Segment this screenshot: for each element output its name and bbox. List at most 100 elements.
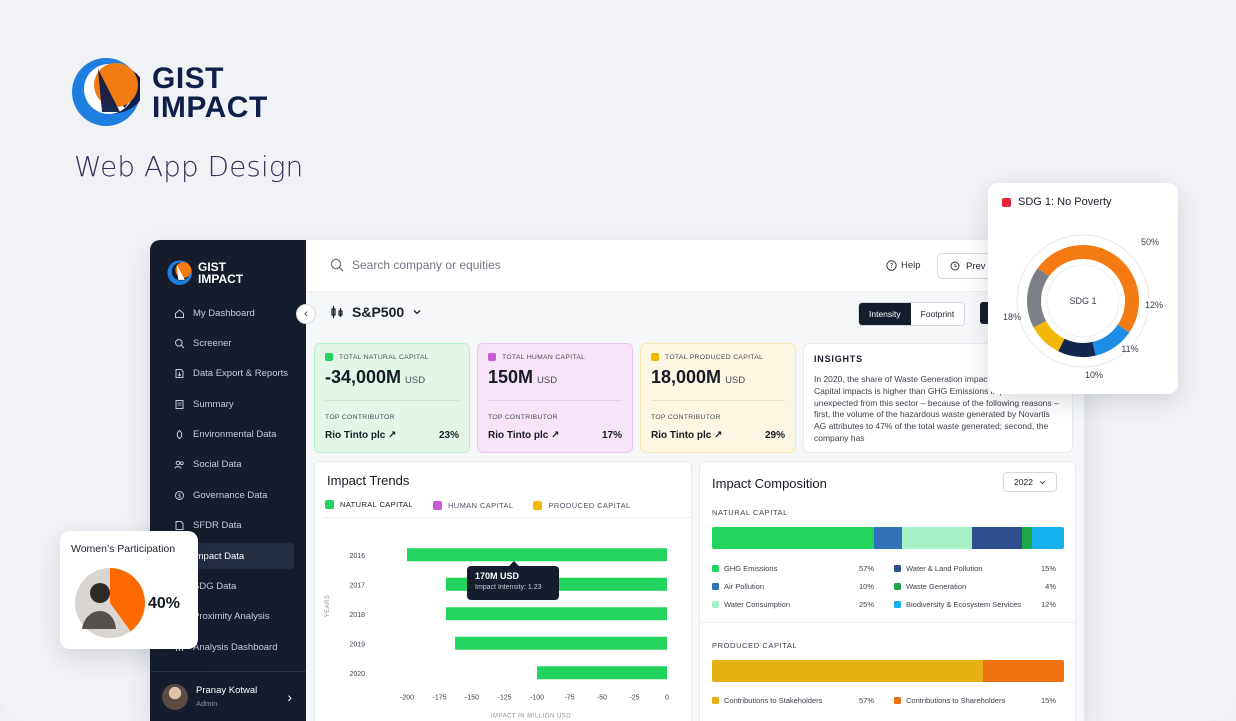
collapse-sidebar-button[interactable]: ‹ [296, 304, 316, 324]
legend-label: Contributions to Shareholders [906, 696, 1006, 705]
donut-slice[interactable] [1058, 338, 1096, 357]
sidebar-item-label: Analysis Dashboard [193, 641, 278, 653]
sidebar-item[interactable]: $ Governance Data [158, 482, 294, 508]
kpi-value-row: -34,000M USD [325, 367, 459, 388]
summary-icon [175, 399, 184, 409]
sidebar-item[interactable]: Screener [158, 330, 294, 356]
legend-swatch [894, 601, 901, 608]
kpi-card: TOTAL PRODUCED CAPITAL 18,000M USD TOP CONT… [640, 343, 796, 453]
sidebar-item-label: Governance Data [193, 489, 268, 501]
stack-segment[interactable] [972, 527, 1022, 549]
legend-swatch [894, 565, 901, 572]
previous-label: Prev [966, 260, 986, 272]
kpi-color-swatch [651, 353, 659, 361]
tab-color-swatch [432, 500, 442, 510]
legend-item: Air Pollution 10% [712, 582, 874, 591]
help-button[interactable]: ? Help [886, 260, 921, 271]
user-profile[interactable]: Pranay Kotwal Admin › [150, 671, 306, 721]
top-contributor-share: 17% [601, 430, 622, 441]
index-selector[interactable]: S&P500 [330, 304, 422, 320]
tab-color-swatch [533, 500, 543, 510]
search-icon [330, 258, 344, 272]
avatar [162, 683, 188, 710]
brand-line2: IMPACT [152, 91, 268, 124]
year-select[interactable]: 2022 [1003, 472, 1057, 492]
top-contributor-share: 23% [438, 430, 459, 441]
x-tick-label: -150 [465, 695, 479, 702]
kpi-divider [651, 400, 785, 401]
sidebar-item[interactable]: Data Export & Reports [158, 361, 294, 387]
legend-swatch [712, 583, 719, 590]
sidebar-item-label: SFDR Data [193, 520, 242, 532]
gist-impact-logo-icon [72, 58, 140, 126]
stack-segment[interactable] [902, 527, 973, 549]
tab-label: HUMAN CAPITAL [447, 500, 514, 510]
year-value: 2022 [1014, 477, 1033, 487]
svg-text:?: ? [890, 262, 894, 270]
donut-slice[interactable] [1033, 320, 1065, 352]
legend-percent: 57% [858, 696, 874, 705]
bar-2019[interactable] [455, 636, 667, 650]
legend-item: GHG Emissions 57% [712, 564, 874, 573]
chevron-left-icon: ‹ [304, 308, 308, 320]
stack-segment[interactable] [983, 660, 1064, 682]
tab-human-capital[interactable]: HUMAN CAPITAL [432, 500, 514, 518]
donut-slice[interactable] [1037, 244, 1140, 333]
kpi-value: -34,000M [325, 367, 402, 387]
donut-slice[interactable] [1092, 324, 1130, 356]
topbar: Search company or equities ? Help Prev [306, 240, 1084, 292]
impact-trends-tabs: NATURAL CAPITAL HUMAN CAPITAL PRODUCED CAP… [325, 500, 631, 518]
tooltip-value: 170M USD [475, 571, 520, 581]
legend-item: Water Consumption 25% [712, 600, 874, 609]
top-contributor-link[interactable]: Rio Tinto plc ↗ [651, 430, 723, 441]
intensity-toggle[interactable]: Intensity [859, 303, 911, 325]
sidebar-item[interactable]: My Dashboard [158, 300, 294, 326]
legend-swatch [894, 583, 901, 590]
bar-2018[interactable] [446, 607, 667, 621]
chevron-down-icon [413, 310, 421, 315]
produced-capital-stack [712, 660, 1064, 682]
top-contributor-link[interactable]: Rio Tinto plc ↗ [325, 430, 397, 441]
tab-natural-capital[interactable]: NATURAL CAPITAL [325, 500, 413, 518]
sidebar-item[interactable]: SFDR Data [158, 513, 294, 539]
document-icon [175, 521, 184, 531]
brand-wordmark: GIST IMPACT [152, 64, 268, 124]
sidebar-item[interactable]: Summary [158, 391, 294, 417]
sidebar-item[interactable]: Social Data [158, 452, 294, 478]
app-window: GIST IMPACT My Dashboard Screener Data Exp… [150, 240, 1084, 721]
stack-segment[interactable] [712, 527, 874, 549]
sidebar-logo-line1: GIST [198, 260, 227, 274]
sidebar-item-label: Screener [193, 337, 232, 349]
bar-2020[interactable] [537, 666, 667, 680]
sdg-card: SDG 1: No Poverty 50% 12% 11% 10% 18% SDG 1 [988, 183, 1178, 394]
kpi-card: TOTAL HUMAN CAPITAL 150M USD TOP CONTRIBUTO… [477, 343, 633, 453]
photo-figure [82, 611, 116, 629]
legend-percent: 25% [858, 600, 874, 609]
help-icon: ? [886, 260, 897, 271]
user-role: Admin [196, 699, 218, 708]
sidebar-item[interactable]: Environmental Data [158, 422, 294, 448]
stack-segment[interactable] [1032, 527, 1064, 549]
footprint-toggle[interactable]: Footprint [910, 303, 965, 325]
search-bar[interactable]: Search company or equities [330, 258, 501, 272]
sidebar-logo[interactable]: GIST IMPACT [166, 258, 243, 288]
chevron-right-icon[interactable]: › [287, 689, 292, 705]
legend-label: Water Consumption [724, 600, 790, 609]
legend-percent: 10% [858, 582, 874, 591]
pie-slice[interactable] [110, 568, 145, 632]
top-contributor-link[interactable]: Rio Tinto plc ↗ [488, 430, 560, 441]
bar-2016[interactable] [407, 548, 667, 562]
stack-segment[interactable] [873, 527, 903, 549]
chevron-down-icon [1040, 480, 1045, 484]
stack-segment[interactable] [1021, 527, 1033, 549]
donut-slice[interactable] [1027, 268, 1050, 328]
x-tick-label: -75 [564, 695, 574, 702]
tab-produced-capital[interactable]: PRODUCED CAPITAL [533, 500, 630, 518]
legend-swatch [712, 697, 719, 704]
legend-percent: 15% [1040, 696, 1056, 705]
tabs-divider [323, 517, 691, 518]
stack-segment[interactable] [712, 660, 984, 682]
top-contributor-label: TOP CONTRIBUTOR [325, 414, 395, 421]
search-input[interactable]: Search company or equities [352, 258, 501, 272]
